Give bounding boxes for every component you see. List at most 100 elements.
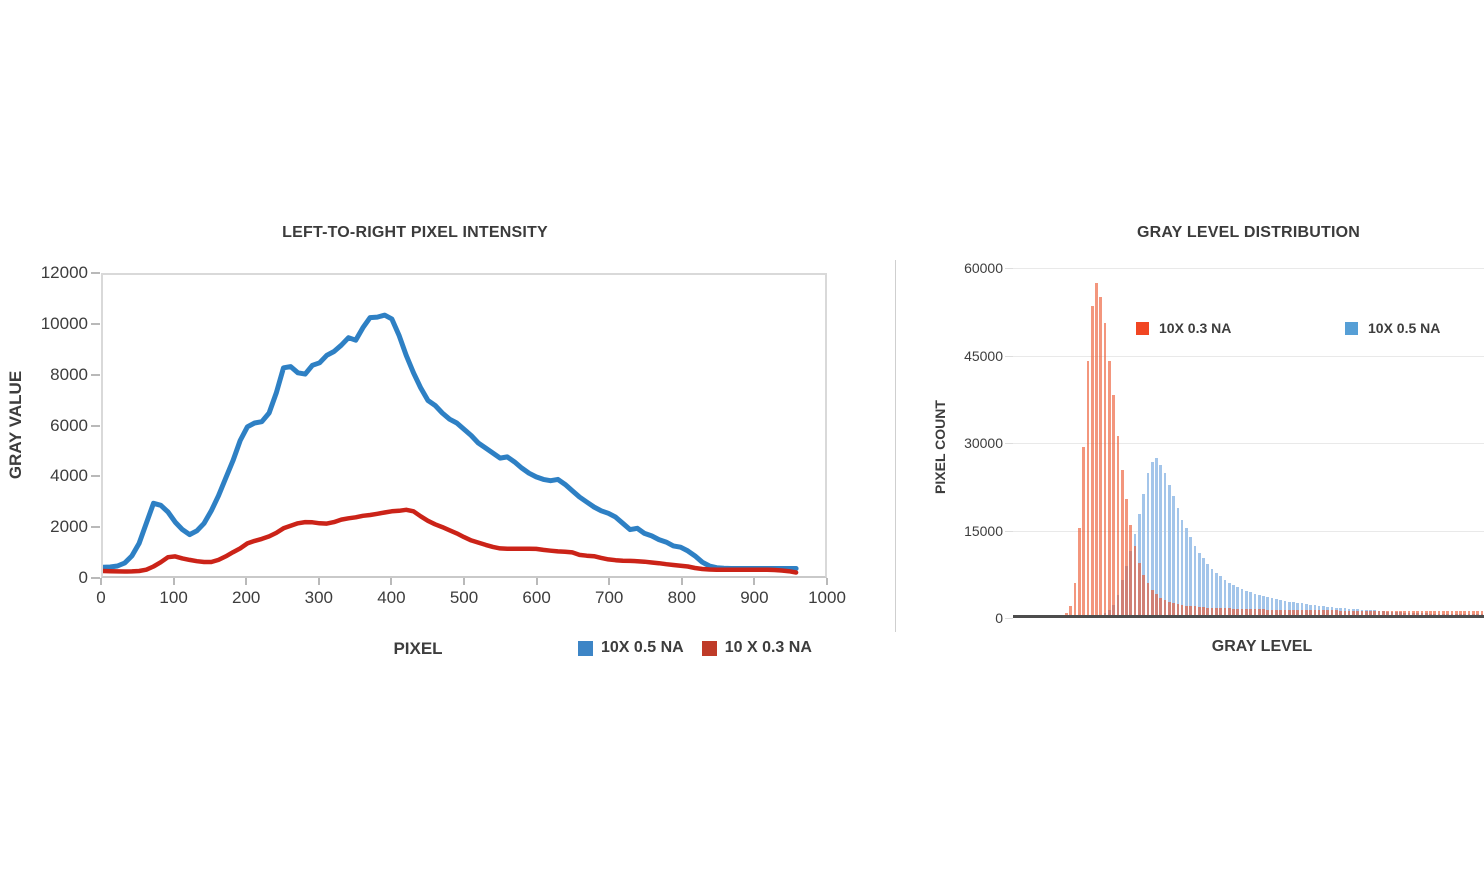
hist-bar-red [1159, 597, 1163, 615]
hist-bar-red [1296, 610, 1300, 615]
hist-bar-blue [1206, 564, 1210, 615]
line-chart-legend: 10X 0.5 NA 10 X 0.3 NA [578, 639, 812, 657]
hist-bar-red [1279, 609, 1282, 615]
y-tick-label: 0 [78, 568, 88, 587]
hist-bar-blue [1185, 528, 1188, 615]
hist-bar-red [1399, 610, 1402, 615]
hist-bar-blue [1172, 496, 1175, 615]
x-tick-label: 700 [595, 588, 624, 607]
hist-bar-red [1360, 610, 1364, 615]
hist-bar-red [1364, 610, 1368, 615]
hist-bar-red [1120, 470, 1124, 615]
histogram-x-axis-line [1013, 615, 1484, 618]
hist-bar-red [1172, 603, 1175, 615]
hist-bar-red [1283, 609, 1287, 615]
hist-bar-red [1167, 601, 1171, 615]
hist-bar-red [1390, 610, 1394, 615]
hist-bar-red [1189, 606, 1193, 615]
gridline [1013, 530, 1484, 532]
hist-bar-blue [1240, 589, 1244, 615]
hist-bar-red [1309, 610, 1312, 615]
hist-bar-red [1343, 610, 1347, 615]
histogram-legend-item-blue: 10X 0.5 NA [1345, 320, 1440, 336]
hist-bar-red [1155, 594, 1158, 615]
hist-bar-red [1463, 611, 1467, 615]
hist-bar-red [1424, 611, 1428, 615]
hist-bar-red [1459, 611, 1462, 615]
y-tick-label: 6000 [50, 415, 88, 435]
hist-bar-red [1330, 610, 1334, 615]
hist-bar-red [1382, 610, 1385, 615]
hist-bar-blue [1313, 605, 1317, 615]
hist-bar-red [1454, 611, 1458, 615]
hist-bar-red [1287, 609, 1291, 615]
hist-bar-blue [1142, 493, 1145, 615]
hist-bar-red [1129, 525, 1133, 615]
hist-bar-blue [1159, 464, 1163, 615]
hist-bar-red [1210, 607, 1214, 615]
x-tick-mark [463, 578, 465, 585]
x-tick-label: 0 [96, 588, 106, 607]
x-tick-label: 300 [304, 588, 333, 607]
hist-bar-red [1403, 611, 1407, 615]
y-tick-mark [1005, 530, 1013, 532]
hist-bar-red [1369, 610, 1372, 615]
hist-bar-red [1146, 583, 1150, 615]
hist-bar-red [1095, 282, 1098, 615]
hist-bar-red [1394, 610, 1398, 615]
y-tick-mark [91, 373, 100, 376]
hist-bar-red [1377, 610, 1381, 615]
hist-bar-red [1292, 609, 1295, 615]
hist-bar-red [1236, 608, 1240, 615]
hist-bar-blue [1283, 600, 1287, 615]
hist-bar-red [1407, 611, 1411, 615]
hist-bar-blue [1146, 473, 1150, 615]
hist-bar-blue [1210, 568, 1214, 615]
hist-bar-blue [1274, 599, 1278, 615]
chart-divider [895, 260, 896, 632]
y-tick-label: 4000 [50, 466, 88, 486]
hist-bar-red [1180, 604, 1184, 615]
hist-bar-red [1347, 610, 1351, 615]
hist-bar-red [1476, 611, 1479, 615]
hist-bar-red [1197, 606, 1201, 615]
hist-bar-red [1116, 435, 1120, 615]
y-tick-label: 60000 [964, 260, 1003, 276]
hist-bar-red [1339, 610, 1342, 615]
hist-bar-red [1125, 499, 1128, 615]
x-tick-label: 100 [159, 588, 188, 607]
x-tick-mark [680, 578, 683, 585]
hist-bar-blue [1197, 552, 1201, 615]
hist-bar-blue [1232, 584, 1235, 615]
hist-bar-blue [1189, 536, 1193, 615]
intensity-line-series [103, 312, 799, 575]
hist-bar-blue [1309, 604, 1312, 615]
hist-bar-red [1150, 589, 1154, 615]
hist-bar-red [1078, 528, 1081, 615]
histogram-x-label: GRAY LEVEL [1211, 638, 1313, 655]
x-tick-mark [608, 578, 611, 585]
x-tick-mark [245, 578, 248, 585]
hist-bar-red [1446, 611, 1449, 615]
hist-bar-red [1245, 608, 1248, 615]
x-tick-label: 800 [667, 588, 696, 607]
hist-bar-red [1274, 609, 1278, 615]
hist-bar-blue [1266, 597, 1270, 615]
hist-bar-blue [1150, 461, 1154, 615]
hist-bar-red [1082, 447, 1085, 615]
histogram-title: GRAY LEVEL DISTRIBUTION [1136, 224, 1360, 241]
series-line-blue [103, 312, 799, 571]
hist-bar-blue [1236, 587, 1240, 615]
x-tick-mark [172, 578, 175, 585]
hist-bar-red [1193, 606, 1197, 615]
hist-bar-blue [1287, 601, 1291, 615]
hist-bar-red [1176, 604, 1180, 615]
hist-bar-blue [1202, 558, 1205, 615]
hist-bar-blue [1300, 603, 1304, 615]
y-tick-label: 30000 [964, 435, 1003, 451]
histogram-plot-area [1013, 268, 1484, 618]
blue-legend-label: 10X 0.5 NA [1368, 320, 1441, 336]
hist-bar-blue [1257, 594, 1261, 615]
y-tick-mark [1005, 443, 1013, 444]
